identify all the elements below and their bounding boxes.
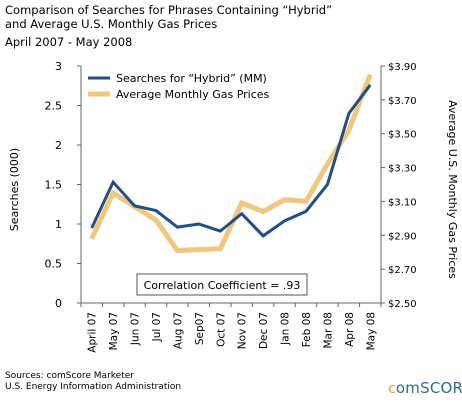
x-tick-label: April 07 <box>87 312 99 353</box>
y2-tick-label: $2.70 <box>388 265 417 276</box>
sources-note: Sources: comScore Marketer U.S. Energy I… <box>5 371 181 393</box>
y-tick-label: 0 <box>55 297 62 310</box>
x-tick-label: Aug 07 <box>172 312 184 349</box>
gas-price-line <box>89 73 373 254</box>
x-tick-label: Nov 07 <box>237 312 249 349</box>
y-axis-title: Searches (000) <box>8 148 21 231</box>
x-tick-label: Feb 08 <box>301 312 313 347</box>
y2-tick-label: $3.30 <box>388 164 417 175</box>
correlation-label: Correlation Coefficient = .93 <box>144 279 301 292</box>
y-tick-label: 1.5 <box>45 179 63 192</box>
chart-subtitle: April 2007 - May 2008 <box>5 35 133 49</box>
x-tick-label: Jun 07 <box>130 312 142 346</box>
x-tick-label: Mar 08 <box>322 312 334 349</box>
legend-label: Searches for “Hybrid” (MM) <box>116 72 267 85</box>
y-tick-label: 3 <box>55 60 62 73</box>
y-tick-label: 2.5 <box>45 100 63 113</box>
correlation-box <box>136 273 308 296</box>
chart-title-line-1: Comparison of Searches for Phrases Conta… <box>5 3 333 17</box>
y-tick-label: 2 <box>55 139 62 152</box>
source-line: Sources: comScore Marketer <box>5 371 134 381</box>
x-tick-label: May 07 <box>108 312 120 350</box>
chart-title: Comparison of Searches for Phrases Conta… <box>5 3 332 31</box>
comscore-logo: comSCORE <box>388 379 462 397</box>
x-tick-label: Oct 07 <box>215 312 227 347</box>
y2-tick-label: $3.50 <box>388 130 417 141</box>
y2-tick-label: $3.10 <box>388 197 417 208</box>
x-tick-label: Jul 07 <box>151 312 163 342</box>
source-line: U.S. Energy Information Administration <box>5 382 182 392</box>
x-tick-label: Jan 08 <box>280 312 292 346</box>
hybrid-searches-line <box>90 84 372 238</box>
x-tick-label: Sep07 <box>194 312 206 345</box>
x-tick-label: Apr 08 <box>344 312 356 347</box>
y-tick-label: 1 <box>55 218 62 231</box>
legend-label: Average Monthly Gas Prices <box>116 88 270 101</box>
chart-title-line-2: and Average U.S. Monthly Gas Prices <box>5 17 218 31</box>
x-tick-label: May 08 <box>365 312 377 350</box>
y2-axis-title: Average U.S. Monthly Gas Prices <box>446 100 459 279</box>
y2-tick-label: $2.90 <box>388 231 417 242</box>
y2-tick-label: $3.90 <box>388 62 417 73</box>
y-tick-label: 0.5 <box>45 258 63 271</box>
y2-tick-label: $2.50 <box>388 299 417 310</box>
x-tick-label: Dec 07 <box>258 312 270 349</box>
y2-tick-label: $3.70 <box>388 96 417 107</box>
